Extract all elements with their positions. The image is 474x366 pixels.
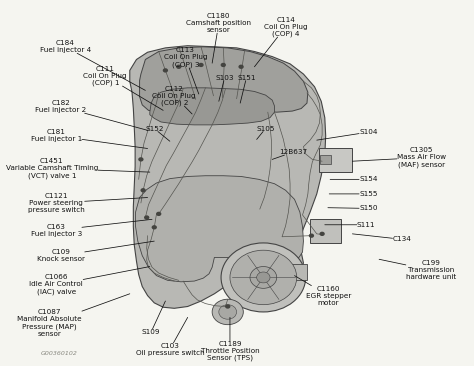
- Text: C1121
Power steering
pressure switch: C1121 Power steering pressure switch: [28, 193, 147, 213]
- FancyBboxPatch shape: [319, 149, 352, 172]
- Text: S111: S111: [325, 222, 375, 228]
- Text: C184
Fuel injector 4: C184 Fuel injector 4: [40, 40, 146, 90]
- Text: C182
Fuel injector 2: C182 Fuel injector 2: [35, 100, 147, 130]
- Polygon shape: [136, 176, 303, 282]
- Text: S103: S103: [215, 75, 234, 101]
- Circle shape: [198, 63, 204, 67]
- Text: S109: S109: [142, 301, 165, 335]
- Text: C1305
Mass Air Flow
(MAF) sensor: C1305 Mass Air Flow (MAF) sensor: [352, 147, 446, 168]
- Text: 12B637: 12B637: [272, 149, 307, 159]
- Text: C1087
Manifold Absolute
Pressure (MAP)
sensor: C1087 Manifold Absolute Pressure (MAP) s…: [18, 294, 130, 337]
- Text: S151: S151: [237, 75, 255, 103]
- Circle shape: [163, 68, 168, 72]
- Text: S154: S154: [330, 176, 378, 182]
- FancyBboxPatch shape: [320, 155, 331, 164]
- Text: C111
Coil On Plug
(COP) 1: C111 Coil On Plug (COP) 1: [83, 66, 163, 111]
- Text: S104: S104: [317, 129, 378, 140]
- Circle shape: [144, 215, 149, 220]
- Circle shape: [230, 250, 297, 305]
- Circle shape: [319, 232, 325, 236]
- Text: C1180
Camshaft position
sensor: C1180 Camshaft position sensor: [186, 13, 251, 63]
- Text: C134: C134: [352, 234, 411, 242]
- Circle shape: [140, 188, 146, 193]
- Text: C181
Fuel injector 1: C181 Fuel injector 1: [31, 129, 147, 149]
- Text: S155: S155: [329, 191, 378, 197]
- Text: C1160
EGR stepper
motor: C1160 EGR stepper motor: [294, 276, 351, 306]
- Polygon shape: [150, 88, 274, 125]
- Text: C113
Coil On Plug
(COP) 3: C113 Coil On Plug (COP) 3: [164, 48, 207, 94]
- Text: C103
Oil pressure switch: C103 Oil pressure switch: [136, 317, 204, 356]
- Circle shape: [221, 243, 306, 312]
- Text: S152: S152: [145, 126, 170, 141]
- Text: C112
Coil On Plug
(COP) 2: C112 Coil On Plug (COP) 2: [153, 86, 196, 114]
- Circle shape: [225, 304, 230, 309]
- Circle shape: [152, 225, 157, 229]
- Text: S105: S105: [256, 126, 275, 139]
- Text: C1189
Throttle Position
Sensor (TPS): C1189 Throttle Position Sensor (TPS): [201, 317, 259, 361]
- Text: C1066
Idle Air Control
(IAC) valve: C1066 Idle Air Control (IAC) valve: [29, 266, 150, 295]
- Circle shape: [309, 234, 314, 238]
- Circle shape: [220, 63, 226, 67]
- Circle shape: [176, 64, 182, 69]
- Circle shape: [256, 272, 270, 283]
- Text: G00360102: G00360102: [41, 351, 78, 355]
- Polygon shape: [130, 46, 326, 308]
- Polygon shape: [139, 47, 308, 112]
- Text: C199
Transmission
hardware unit: C199 Transmission hardware unit: [379, 259, 456, 280]
- Text: C114
Coil On Plug
(COP) 4: C114 Coil On Plug (COP) 4: [255, 16, 308, 67]
- Text: C1451
Variable Camshaft Timing
(VCT) valve 1: C1451 Variable Camshaft Timing (VCT) val…: [6, 158, 150, 179]
- Text: C163
Fuel injector 3: C163 Fuel injector 3: [31, 219, 152, 237]
- FancyBboxPatch shape: [280, 264, 307, 280]
- Circle shape: [250, 266, 277, 288]
- Circle shape: [219, 305, 237, 319]
- Text: C109
Knock sensor: C109 Knock sensor: [37, 241, 154, 262]
- Circle shape: [156, 212, 161, 216]
- Text: S150: S150: [328, 205, 378, 212]
- FancyBboxPatch shape: [310, 219, 341, 243]
- Circle shape: [212, 299, 243, 325]
- Circle shape: [238, 64, 244, 69]
- Circle shape: [138, 157, 144, 161]
